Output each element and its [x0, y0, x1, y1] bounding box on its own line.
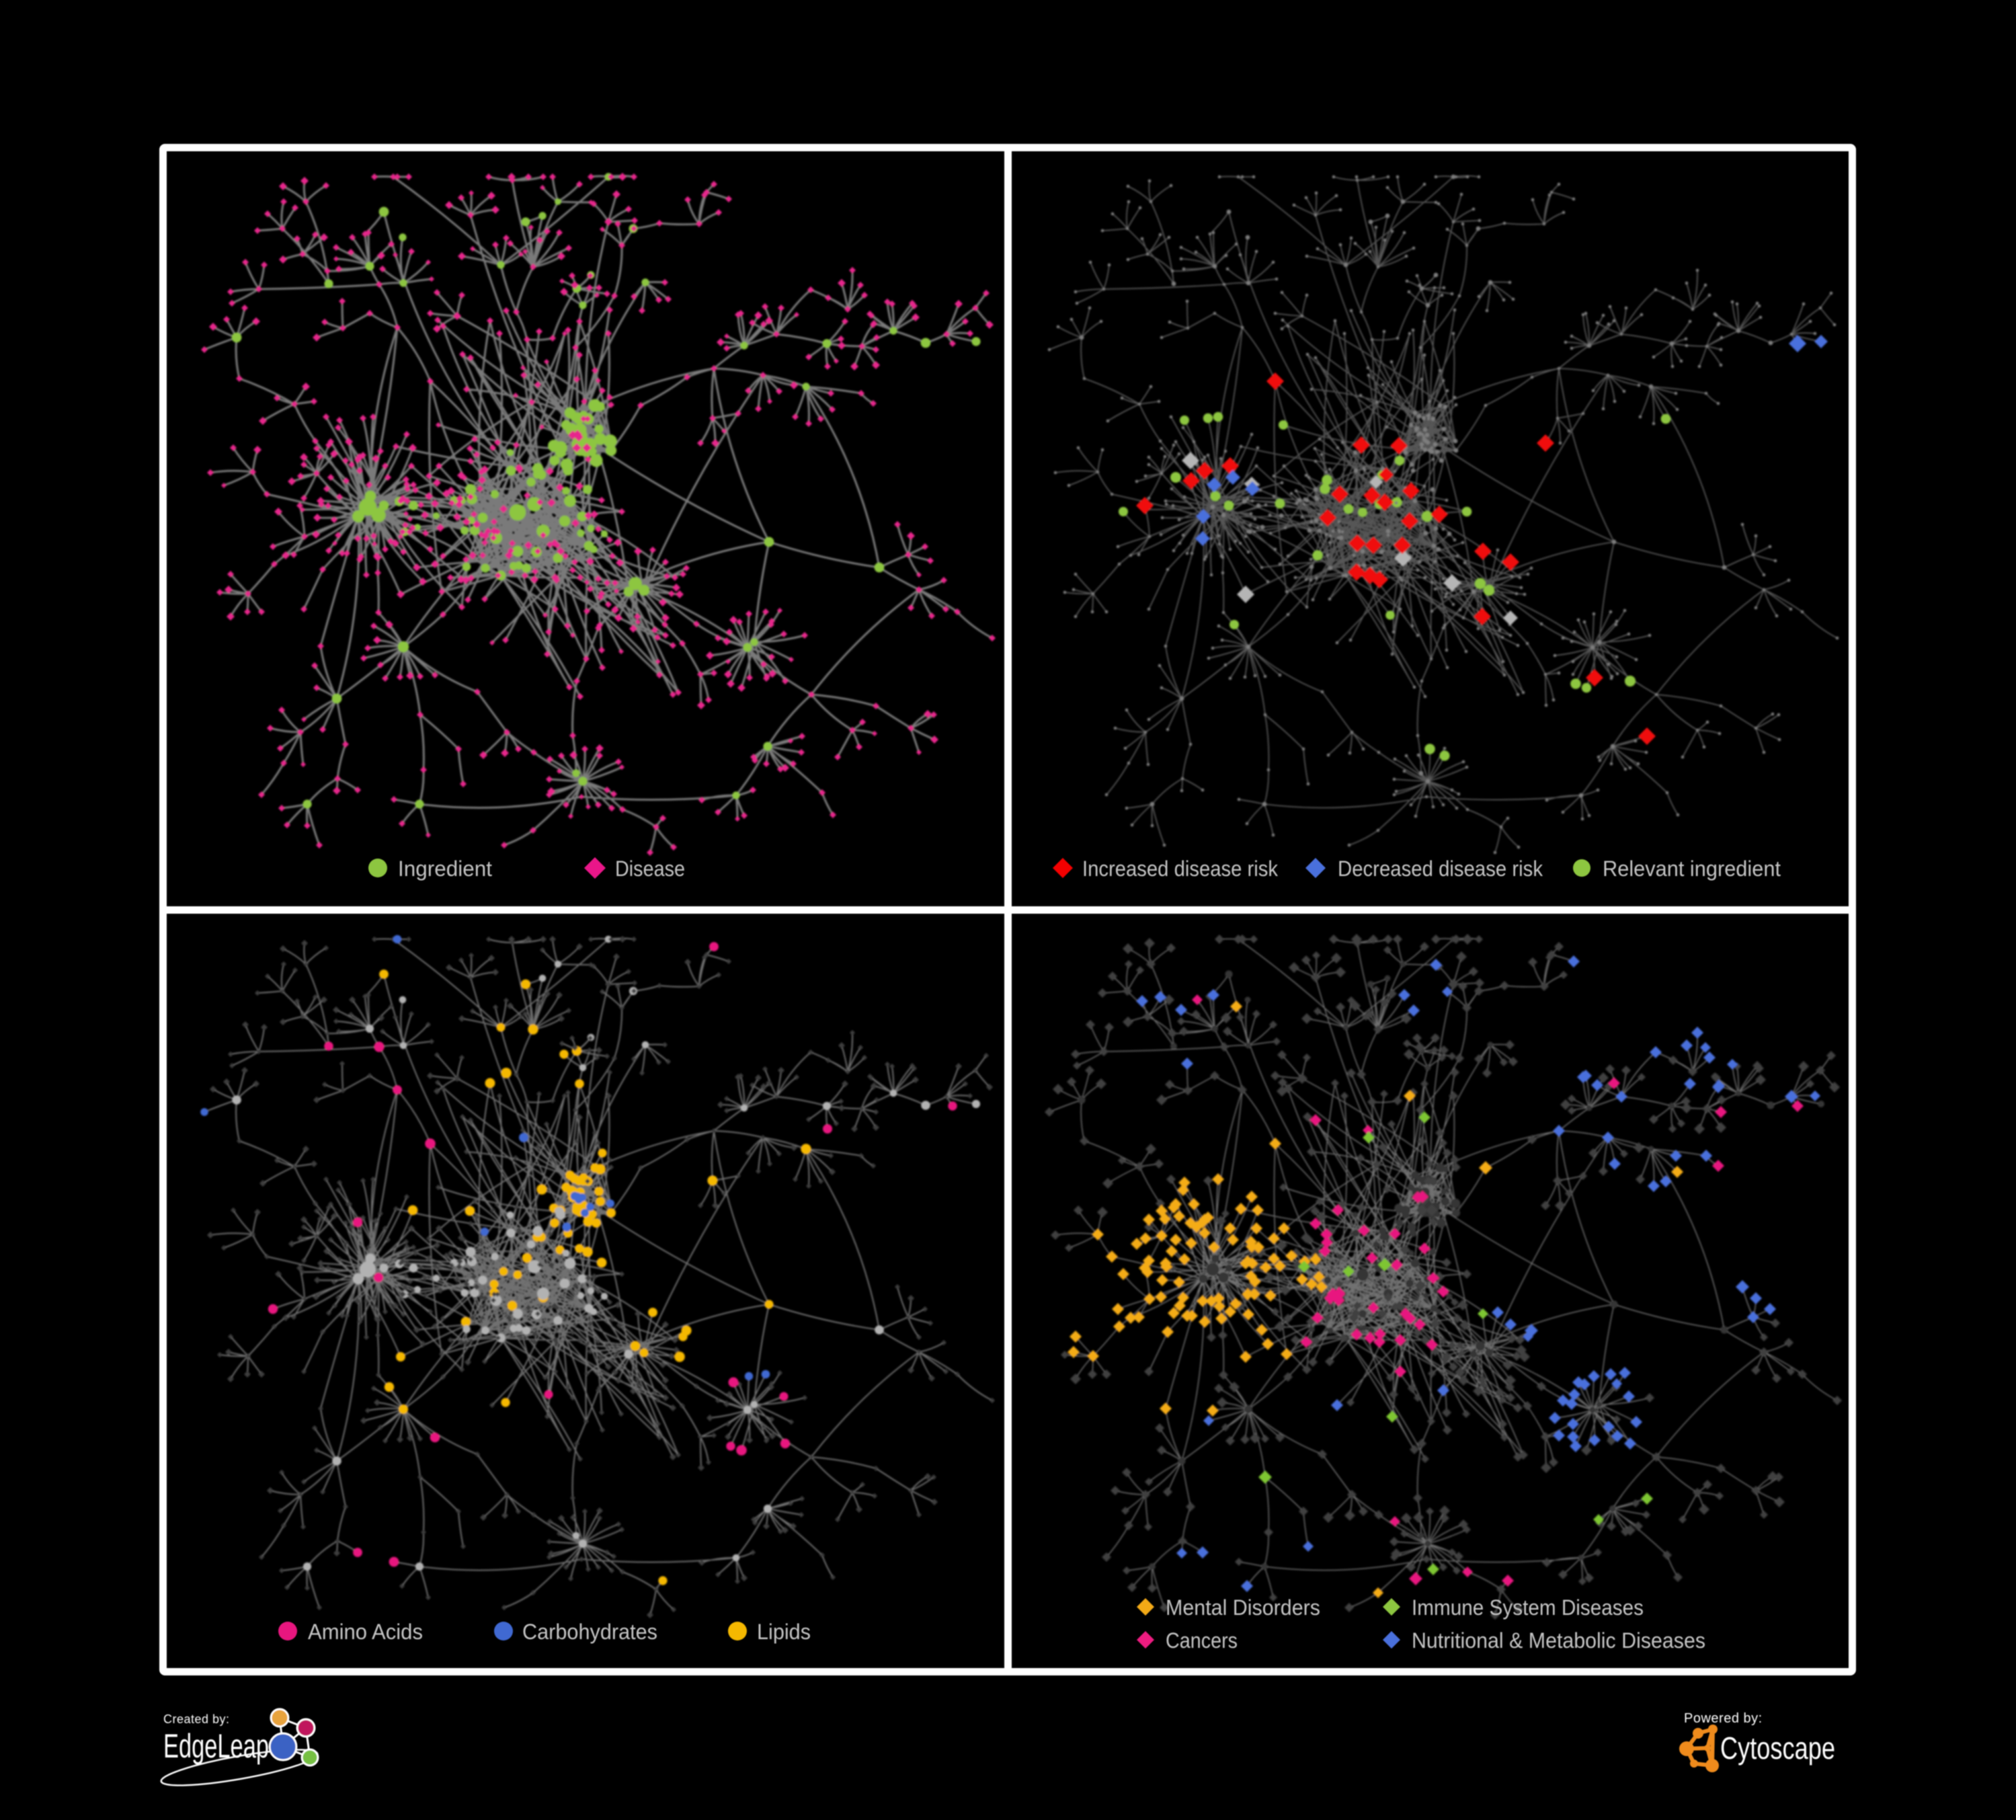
svg-text:Mental Disorders: Mental Disorders	[1166, 1595, 1320, 1620]
svg-text:Cancers: Cancers	[1166, 1628, 1238, 1653]
svg-text:Immune System Diseases: Immune System Diseases	[1412, 1595, 1644, 1620]
svg-text:Cytoscape: Cytoscape	[1720, 1731, 1835, 1766]
svg-text:Disease: Disease	[615, 857, 685, 881]
svg-text:Powered by:: Powered by:	[1684, 1711, 1763, 1726]
svg-text:Carbohydrates: Carbohydrates	[522, 1620, 657, 1644]
svg-text:Nutritional & Metabolic Diseas: Nutritional & Metabolic Diseases	[1412, 1628, 1705, 1653]
svg-text:Ingredient: Ingredient	[398, 857, 492, 881]
svg-text:Created by:: Created by:	[163, 1712, 230, 1726]
svg-text:Relevant ingredient: Relevant ingredient	[1603, 857, 1781, 881]
svg-text:Amino Acids: Amino Acids	[308, 1620, 423, 1644]
svg-text:Decreased disease risk: Decreased disease risk	[1338, 857, 1543, 881]
svg-text:EdgeLeap: EdgeLeap	[163, 1727, 269, 1765]
svg-text:Lipids: Lipids	[757, 1620, 811, 1644]
svg-text:Increased disease risk: Increased disease risk	[1082, 857, 1279, 881]
